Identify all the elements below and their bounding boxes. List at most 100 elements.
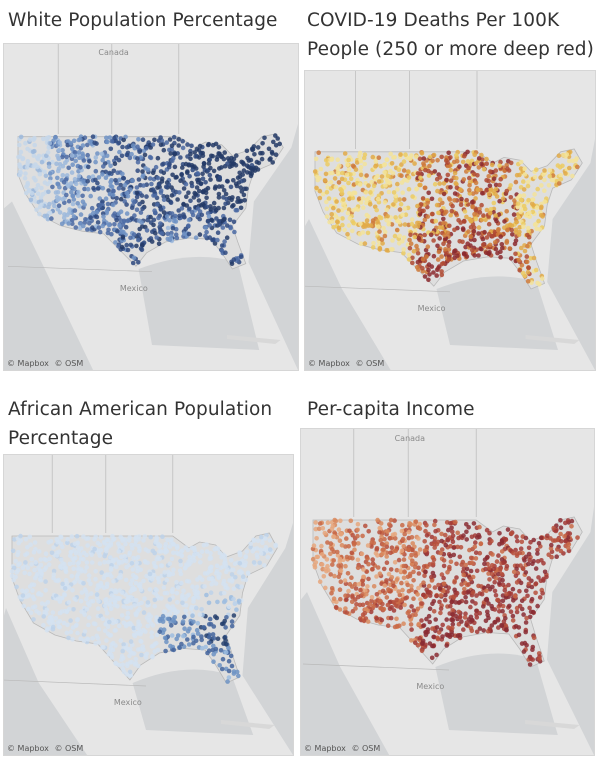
county-dot[interactable] — [444, 632, 449, 637]
county-dot[interactable] — [180, 592, 185, 598]
county-dot[interactable] — [425, 244, 431, 249]
county-dot[interactable] — [171, 647, 177, 653]
county-dot[interactable] — [496, 572, 501, 577]
county-dot[interactable] — [219, 666, 225, 672]
county-dot[interactable] — [392, 518, 397, 523]
county-dot[interactable] — [81, 158, 87, 163]
county-dot[interactable] — [109, 642, 114, 647]
county-dot[interactable] — [257, 560, 262, 566]
county-dot[interactable] — [374, 546, 380, 551]
county-dot[interactable] — [68, 550, 74, 555]
county-dot[interactable] — [136, 137, 141, 142]
county-dot[interactable] — [513, 227, 519, 233]
county-dot[interactable] — [400, 190, 405, 195]
county-dot[interactable] — [174, 174, 179, 180]
county-dot[interactable] — [451, 552, 457, 558]
county-dot[interactable] — [414, 186, 420, 192]
county-dot[interactable] — [457, 239, 462, 244]
county-dot[interactable] — [81, 581, 86, 586]
county-dot[interactable] — [213, 208, 219, 213]
county-dot[interactable] — [53, 616, 59, 621]
county-dot[interactable] — [313, 526, 319, 532]
county-dot[interactable] — [353, 206, 359, 212]
county-dot[interactable] — [426, 190, 431, 196]
county-dot[interactable] — [401, 247, 406, 252]
county-dot[interactable] — [358, 241, 364, 246]
county-dot[interactable] — [149, 181, 154, 187]
county-dot[interactable] — [55, 153, 60, 159]
county-dot[interactable] — [135, 159, 141, 165]
county-dot[interactable] — [533, 566, 539, 571]
county-dot[interactable] — [377, 525, 382, 531]
county-dot[interactable] — [384, 247, 389, 253]
county-dot[interactable] — [182, 614, 187, 620]
county-dot[interactable] — [454, 153, 459, 158]
county-dot[interactable] — [108, 567, 114, 572]
county-dot[interactable] — [363, 588, 368, 593]
county-dot[interactable] — [194, 605, 199, 611]
county-dot[interactable] — [25, 162, 30, 167]
county-dot[interactable] — [117, 223, 122, 228]
county-dot[interactable] — [105, 542, 110, 548]
county-dot[interactable] — [124, 564, 129, 570]
county-dot[interactable] — [424, 587, 429, 592]
county-dot[interactable] — [237, 170, 242, 176]
county-dot[interactable] — [514, 553, 520, 558]
county-dot[interactable] — [190, 613, 195, 618]
county-dot[interactable] — [523, 620, 529, 625]
county-dot[interactable] — [121, 642, 126, 647]
county-dot[interactable] — [444, 209, 449, 215]
county-dot[interactable] — [230, 204, 235, 209]
county-dot[interactable] — [390, 238, 395, 243]
county-dot[interactable] — [450, 621, 456, 627]
county-dot[interactable] — [160, 613, 166, 619]
county-dot[interactable] — [439, 154, 444, 160]
county-dot[interactable] — [213, 581, 219, 586]
county-dot[interactable] — [432, 518, 438, 524]
county-dot[interactable] — [17, 164, 23, 169]
county-dot[interactable] — [400, 587, 405, 593]
county-dot[interactable] — [401, 250, 406, 256]
county-dot[interactable] — [45, 150, 51, 155]
county-dot[interactable] — [384, 207, 390, 213]
county-dot[interactable] — [338, 568, 344, 573]
county-dot[interactable] — [165, 612, 170, 618]
county-dot[interactable] — [248, 157, 254, 163]
county-dot[interactable] — [535, 547, 540, 553]
county-dot[interactable] — [91, 210, 96, 216]
county-dot[interactable] — [388, 517, 394, 523]
county-dot[interactable] — [263, 536, 268, 541]
county-dot[interactable] — [417, 521, 422, 527]
county-dot[interactable] — [104, 581, 110, 587]
county-dot[interactable] — [496, 553, 501, 558]
county-dot[interactable] — [193, 591, 198, 597]
county-dot[interactable] — [484, 188, 489, 193]
county-dot[interactable] — [410, 260, 415, 266]
county-dot[interactable] — [104, 537, 110, 542]
county-dot[interactable] — [172, 164, 178, 170]
county-dot[interactable] — [445, 537, 450, 542]
county-dot[interactable] — [27, 584, 33, 589]
county-dot[interactable] — [365, 543, 371, 548]
county-dot[interactable] — [181, 588, 186, 594]
county-dot[interactable] — [139, 639, 144, 644]
county-dot[interactable] — [536, 218, 541, 224]
county-dot[interactable] — [347, 555, 353, 560]
county-dot[interactable] — [234, 207, 240, 213]
county-dot[interactable] — [438, 610, 443, 616]
county-dot[interactable] — [360, 533, 365, 539]
county-dot[interactable] — [313, 560, 319, 565]
county-dot[interactable] — [43, 588, 48, 593]
county-dot[interactable] — [119, 244, 125, 250]
county-dot[interactable] — [423, 528, 428, 534]
county-dot[interactable] — [480, 242, 486, 247]
county-dot[interactable] — [152, 137, 157, 143]
county-dot[interactable] — [191, 599, 196, 604]
county-dot[interactable] — [97, 229, 103, 235]
county-dot[interactable] — [69, 217, 75, 223]
county-dot[interactable] — [387, 606, 393, 612]
county-dot[interactable] — [458, 187, 463, 192]
county-dot[interactable] — [556, 153, 562, 158]
county-dot[interactable] — [374, 574, 379, 579]
county-dot[interactable] — [497, 531, 502, 536]
